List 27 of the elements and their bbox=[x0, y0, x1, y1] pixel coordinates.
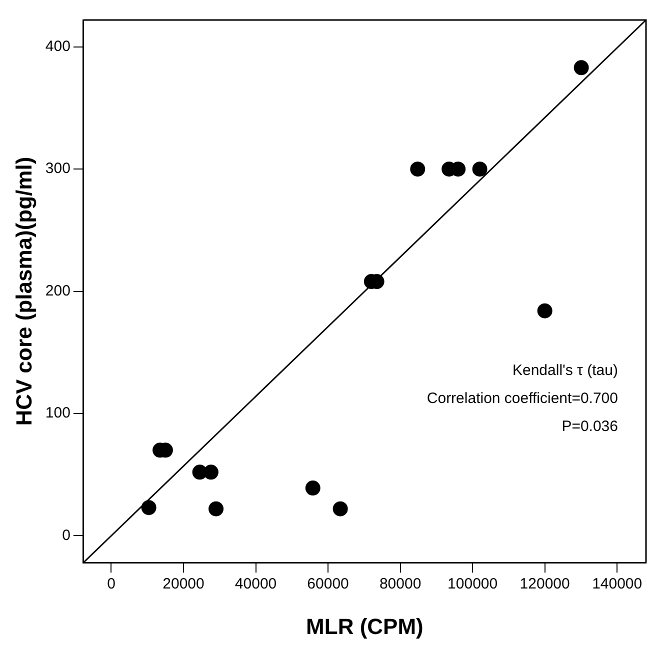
y-tick-label: 0 bbox=[62, 526, 70, 544]
annotation: Kendall's τ (tau) bbox=[512, 362, 618, 380]
x-tick-label: 60000 bbox=[307, 576, 349, 593]
x-tick-label: 100000 bbox=[448, 576, 498, 593]
annotation: Correlation coefficient=0.700 bbox=[426, 390, 618, 408]
x-tick-label: 40000 bbox=[234, 576, 277, 593]
x-tick-label: 0 bbox=[107, 576, 116, 593]
point bbox=[305, 480, 320, 496]
x-axis-title: MLR (CPM) bbox=[306, 614, 424, 639]
x-tick-label: 80000 bbox=[379, 576, 422, 593]
point bbox=[537, 303, 552, 318]
y-tick-label: 300 bbox=[45, 160, 70, 178]
y-tick-label: 200 bbox=[45, 282, 70, 300]
y-axis-title: HCV core (plasma)(pg/ml) bbox=[11, 156, 36, 426]
point bbox=[410, 162, 426, 177]
x-tick-label: 20000 bbox=[162, 576, 204, 593]
point bbox=[332, 501, 348, 516]
point bbox=[472, 162, 488, 177]
annotation: P=0.036 bbox=[562, 418, 618, 436]
point bbox=[208, 501, 224, 516]
y-tick-label: 400 bbox=[45, 38, 70, 56]
y-tick-label: 100 bbox=[45, 404, 70, 422]
point bbox=[203, 464, 218, 480]
x-tick-label: 140000 bbox=[592, 576, 642, 593]
point bbox=[574, 60, 589, 76]
point bbox=[141, 500, 156, 516]
x-tick-label: 120000 bbox=[520, 576, 570, 593]
